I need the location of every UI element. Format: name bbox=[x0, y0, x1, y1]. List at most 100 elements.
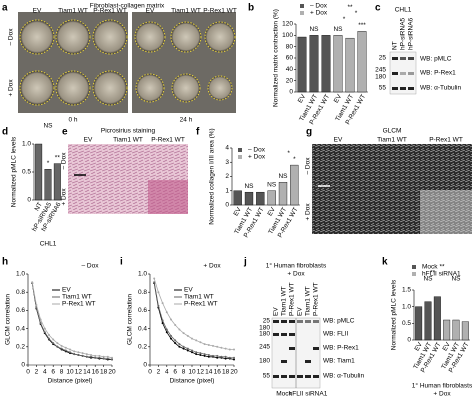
point bbox=[94, 356, 97, 359]
point bbox=[165, 328, 168, 331]
x-tick-label: 20 bbox=[108, 369, 116, 376]
point bbox=[69, 348, 71, 351]
point bbox=[153, 281, 156, 284]
column-label: P-Rex1 WT bbox=[203, 8, 237, 15]
point bbox=[182, 347, 185, 350]
y-axis-label: Normalized matrix contraction (%) bbox=[273, 9, 280, 107]
y-tick-label: 0.4 bbox=[138, 325, 147, 332]
point bbox=[182, 345, 185, 348]
point bbox=[207, 355, 210, 358]
point bbox=[161, 322, 164, 325]
point bbox=[85, 355, 88, 358]
annotation: ** bbox=[439, 263, 445, 270]
y-tick-label: 0.2 bbox=[16, 344, 25, 351]
group-label: Mock bbox=[276, 391, 292, 398]
point bbox=[203, 354, 206, 357]
y-tick-label: 0 bbox=[143, 362, 147, 369]
y-tick-label: 4 bbox=[225, 145, 229, 152]
legend-label: + Dox bbox=[310, 10, 328, 17]
point bbox=[174, 342, 177, 345]
x-tick-label: 12 bbox=[197, 369, 205, 376]
annotation: NS bbox=[43, 123, 53, 130]
column-label: Tiam1 WT bbox=[171, 8, 201, 15]
mw-marker: 25 bbox=[263, 318, 271, 325]
y-tick-label: 0 bbox=[27, 197, 31, 204]
x-tick-label: 0 bbox=[26, 369, 30, 376]
point bbox=[228, 348, 231, 351]
panel-label: i bbox=[120, 257, 123, 268]
y-tick-label: 120 bbox=[282, 21, 293, 28]
point bbox=[203, 353, 206, 356]
point bbox=[216, 356, 219, 359]
x-tick-label: EV bbox=[441, 341, 452, 353]
point bbox=[186, 347, 189, 350]
point bbox=[174, 323, 177, 326]
mw-marker: 180 bbox=[259, 331, 270, 338]
blot-label: WB: α-Tubulin bbox=[323, 373, 364, 380]
point bbox=[56, 345, 59, 348]
point bbox=[182, 332, 185, 335]
y-tick-label: 0 bbox=[289, 89, 293, 96]
lane-label: hP-siRNA6 bbox=[408, 17, 415, 50]
point bbox=[224, 357, 227, 360]
bar bbox=[333, 35, 343, 93]
annotation: NS bbox=[451, 275, 461, 282]
panel-title: 1° Human fibroblasts bbox=[266, 262, 327, 270]
x-tick-label: EV bbox=[266, 206, 277, 218]
mw-marker: 55 bbox=[263, 373, 271, 380]
y-tick-label: 3 bbox=[225, 159, 229, 166]
x-tick-label: 12 bbox=[75, 369, 83, 376]
line bbox=[153, 278, 234, 350]
annotation: *** bbox=[358, 22, 366, 29]
x-tick-label: 2 bbox=[35, 369, 39, 376]
x-tick-label: NT bbox=[33, 201, 43, 212]
point bbox=[60, 347, 63, 350]
y-tick-label: 20 bbox=[286, 77, 294, 84]
footer: 1° Human fibroblasts bbox=[412, 382, 473, 390]
point bbox=[153, 277, 156, 280]
bar bbox=[244, 191, 254, 206]
point bbox=[81, 352, 84, 355]
point bbox=[43, 327, 46, 330]
y-tick-label: 0.8 bbox=[16, 289, 25, 296]
y-tick-label: 0.5 bbox=[402, 320, 411, 327]
lane-label: Tiam1 WT bbox=[305, 286, 312, 316]
blot-label: WB: pMLC bbox=[323, 318, 355, 325]
point bbox=[106, 357, 109, 360]
point bbox=[39, 322, 42, 325]
point bbox=[178, 343, 181, 346]
column-label: EV bbox=[33, 8, 42, 15]
x-tick-label: EV bbox=[297, 93, 308, 105]
point bbox=[195, 339, 198, 342]
point bbox=[165, 331, 168, 334]
point bbox=[186, 349, 189, 352]
y-tick-label: 1.0 bbox=[22, 141, 31, 148]
lane-label: hP-siRNA5 bbox=[400, 17, 407, 50]
x-tick-label: 16 bbox=[214, 369, 222, 376]
point bbox=[178, 328, 181, 331]
panel-label: b bbox=[248, 3, 254, 14]
point bbox=[165, 311, 168, 314]
bar bbox=[278, 181, 288, 206]
point bbox=[170, 337, 172, 340]
y-tick-label: 80 bbox=[286, 43, 294, 50]
legend-swatch bbox=[300, 11, 304, 15]
legend-label: EV bbox=[62, 287, 71, 294]
column-label: P-Rex1 WT bbox=[429, 137, 463, 144]
bar bbox=[256, 191, 265, 206]
point bbox=[35, 303, 38, 306]
matrix-photos bbox=[18, 12, 236, 113]
bar bbox=[433, 296, 441, 341]
point bbox=[73, 350, 76, 353]
point bbox=[203, 343, 206, 346]
bar bbox=[424, 301, 432, 341]
point bbox=[161, 319, 164, 322]
x-tick-label: 10 bbox=[66, 369, 74, 376]
bar bbox=[345, 37, 355, 93]
point bbox=[178, 345, 181, 348]
annotation: * bbox=[287, 150, 290, 157]
x-axis-label: Distance (pixel) bbox=[170, 378, 215, 385]
group-label: CHL1 bbox=[40, 241, 57, 248]
annotation: ** bbox=[55, 154, 61, 161]
x-tick-label: 16 bbox=[92, 369, 100, 376]
